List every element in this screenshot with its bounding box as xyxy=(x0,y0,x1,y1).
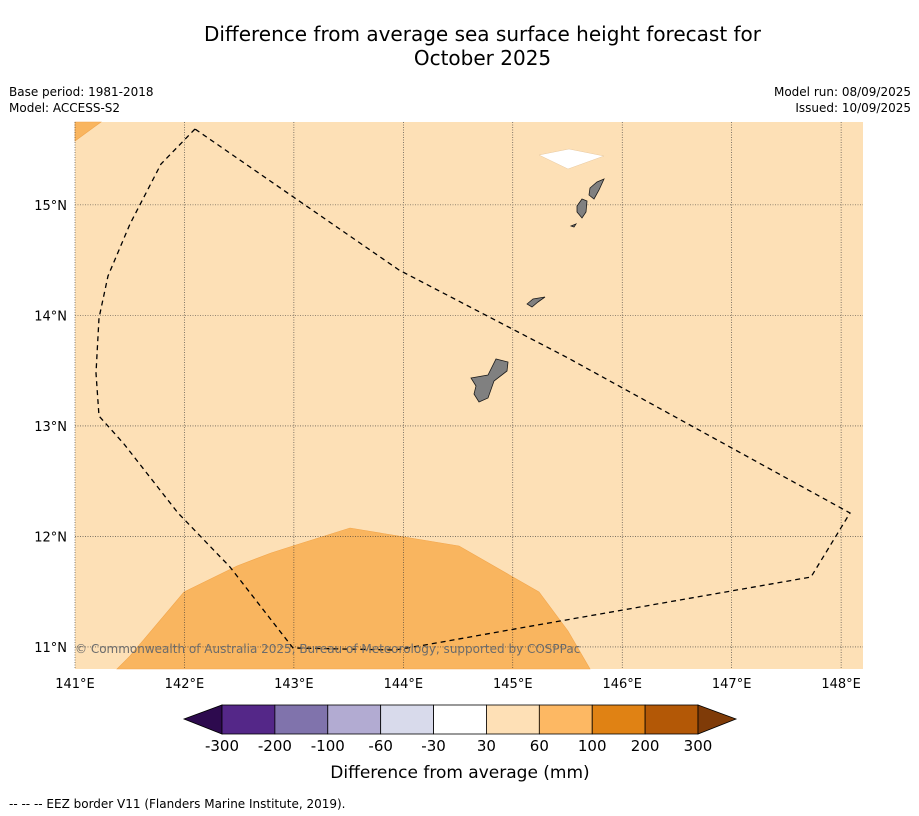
eez-footnote: -- -- -- EEZ border V11 (Flanders Marine… xyxy=(9,797,346,811)
colorbar-tick-label: 60 xyxy=(530,737,549,755)
colorbar-tick-label: 100 xyxy=(578,737,607,755)
colorbar-box xyxy=(538,704,593,735)
copyright-notice: © Commonwealth of Australia 2025, Bureau… xyxy=(75,642,580,656)
meta-left: Base period: 1981-2018 Model: ACCESS-S2 xyxy=(9,84,154,116)
island-guam xyxy=(470,358,509,403)
graticule xyxy=(74,122,863,669)
colorbar: -300 -200 -100 -60 -30 30 60 100 200 300 Differen… xyxy=(182,704,738,783)
colorbar-box xyxy=(486,704,540,735)
colorbar-tick-labels: -300 -200 -100 -60 -30 30 60 100 200 300 xyxy=(205,737,712,755)
eez-border xyxy=(95,128,851,651)
island-saipan xyxy=(588,178,605,200)
colorbar-over-arrow xyxy=(697,704,738,735)
latitude-label: 11°N xyxy=(34,641,67,656)
colorbar-box xyxy=(380,704,434,735)
colorbar-box xyxy=(221,704,276,735)
map-title: Difference from average sea surface heig… xyxy=(120,22,845,70)
colorbar-tick-label: -60 xyxy=(368,737,393,755)
longitude-label: 148°E xyxy=(821,677,861,692)
latitude-labels: 15°N 14°N 13°N 12°N 11°N xyxy=(34,199,67,656)
longitude-label: 147°E xyxy=(712,677,752,692)
warm-anomaly-region-corner xyxy=(74,121,102,142)
longitude-label: 143°E xyxy=(274,677,314,692)
islands xyxy=(470,178,605,403)
colorbar-box xyxy=(274,704,329,735)
latitude-label: 13°N xyxy=(34,420,67,435)
longitude-labels: 141°E 142°E 143°E 144°E 145°E 146°E 147°E 148°E xyxy=(55,677,861,692)
colorbar-label: Difference from average (mm) xyxy=(330,763,589,783)
colorbar-tick-label: -30 xyxy=(421,737,446,755)
model-run: Model run: 08/09/2025 xyxy=(773,85,911,99)
longitude-label: 146°E xyxy=(602,677,642,692)
latitude-label: 15°N xyxy=(34,199,67,214)
issued-date: Issued: 10/09/2025 xyxy=(795,101,911,115)
base-period: Base period: 1981-2018 xyxy=(9,85,154,99)
model-name: Model: ACCESS-S2 xyxy=(9,101,121,115)
colorbar-tick-label: 30 xyxy=(477,737,496,755)
longitude-label: 144°E xyxy=(384,677,424,692)
colorbar-tick-label: 300 xyxy=(684,737,713,755)
colorbar-box xyxy=(644,704,699,735)
island-aguijan xyxy=(569,223,578,228)
colorbar-boxes xyxy=(221,704,699,735)
neutral-anomaly-patch xyxy=(538,148,605,170)
colorbar-tick-label: 200 xyxy=(631,737,660,755)
colorbar-tick-label: -200 xyxy=(258,737,292,755)
colorbar-tick-label: -100 xyxy=(311,737,345,755)
colorbar-tick-label: -300 xyxy=(205,737,239,755)
map-title-line2: October 2025 xyxy=(413,46,552,70)
colorbar-box xyxy=(591,704,646,735)
colorbar-box xyxy=(433,704,487,735)
latitude-label: 14°N xyxy=(34,309,67,324)
island-rota xyxy=(526,296,546,308)
colorbar-box xyxy=(327,704,382,735)
longitude-label: 142°E xyxy=(165,677,205,692)
map-title-line1: Difference from average sea surface heig… xyxy=(203,22,762,46)
longitude-label: 141°E xyxy=(55,677,95,692)
longitude-label: 145°E xyxy=(493,677,533,692)
colorbar-under-arrow xyxy=(182,704,223,735)
latitude-label: 12°N xyxy=(34,530,67,545)
island-tinian xyxy=(576,198,588,219)
meta-right: Model run: 08/09/2025 Issued: 10/09/2025 xyxy=(774,84,911,116)
